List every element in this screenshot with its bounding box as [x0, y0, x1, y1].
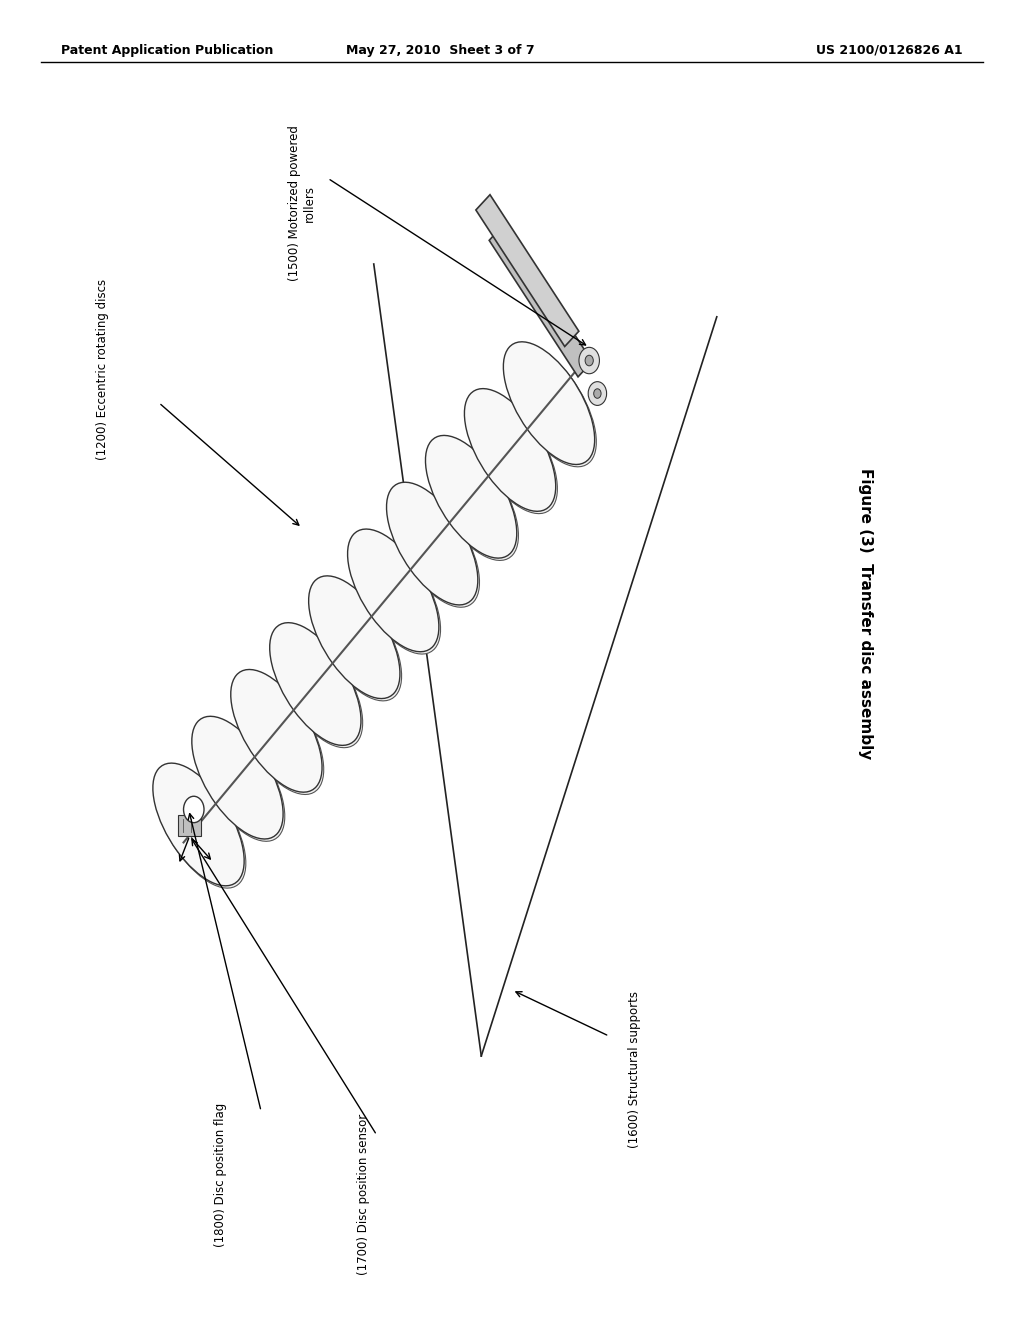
Text: (1600) Structural supports: (1600) Structural supports [629, 991, 641, 1147]
Text: May 27, 2010  Sheet 3 of 7: May 27, 2010 Sheet 3 of 7 [346, 44, 535, 57]
Text: Patent Application Publication: Patent Application Publication [61, 44, 273, 57]
Ellipse shape [153, 763, 244, 886]
Text: (1800) Disc position flag: (1800) Disc position flag [214, 1102, 226, 1247]
Text: (1200) Eccentric rotating discs: (1200) Eccentric rotating discs [96, 279, 109, 461]
Ellipse shape [427, 438, 518, 561]
Ellipse shape [465, 388, 556, 511]
Ellipse shape [194, 718, 285, 841]
Text: US 2100/0126826 A1: US 2100/0126826 A1 [816, 44, 963, 57]
Polygon shape [178, 814, 201, 836]
Ellipse shape [347, 529, 439, 652]
Polygon shape [489, 226, 592, 376]
Ellipse shape [505, 345, 596, 467]
Ellipse shape [155, 766, 246, 888]
Text: (1500) Motorized powered
rollers: (1500) Motorized powered rollers [288, 125, 316, 281]
Ellipse shape [504, 342, 595, 465]
Ellipse shape [349, 532, 440, 653]
Circle shape [588, 381, 606, 405]
Ellipse shape [269, 623, 361, 746]
Text: Figure (3)  Transfer disc assembly: Figure (3) Transfer disc assembly [858, 469, 872, 759]
Ellipse shape [386, 482, 478, 605]
Text: (1700) Disc position sensor: (1700) Disc position sensor [357, 1114, 370, 1275]
Ellipse shape [232, 672, 324, 795]
Circle shape [594, 389, 601, 399]
Polygon shape [476, 195, 579, 346]
Circle shape [585, 355, 593, 366]
Circle shape [579, 347, 599, 374]
Ellipse shape [466, 391, 557, 513]
Ellipse shape [425, 436, 517, 558]
Ellipse shape [191, 717, 283, 840]
Ellipse shape [308, 576, 400, 698]
Ellipse shape [310, 578, 401, 701]
Ellipse shape [230, 669, 323, 792]
Ellipse shape [271, 624, 362, 747]
Ellipse shape [388, 484, 479, 607]
Circle shape [183, 796, 204, 822]
